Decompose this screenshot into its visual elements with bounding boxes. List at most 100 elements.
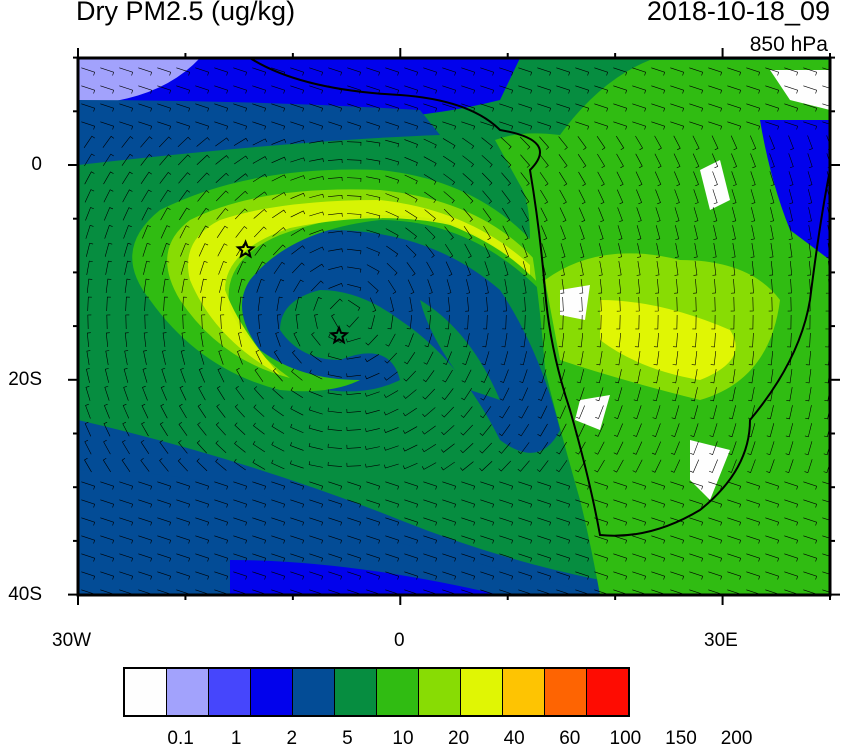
wind-barb [594, 481, 609, 490]
colorbar-swatch [461, 669, 503, 715]
wind-barb [636, 225, 642, 240]
wind-barb [157, 481, 172, 490]
wind-barb [462, 173, 474, 186]
wind-barb [670, 103, 685, 112]
wind-barb [499, 517, 514, 526]
wind-barb [427, 297, 432, 312]
wind-barb [422, 388, 436, 400]
wind-barb [690, 387, 698, 402]
wind-barb [237, 278, 246, 293]
wind-barb [651, 121, 666, 130]
wind-barb [404, 67, 419, 76]
wind-barb [785, 423, 794, 438]
wind-barb [731, 243, 736, 258]
wind-barb [483, 225, 491, 241]
wind-barb [220, 314, 225, 330]
wind-barb [122, 403, 130, 419]
colorbar [123, 667, 630, 717]
wind-barb [672, 369, 679, 384]
wind-barb [822, 517, 830, 521]
wind-barb [711, 332, 716, 348]
wind-barb [632, 499, 647, 508]
wind-barb [789, 207, 793, 222]
wind-barb [180, 367, 186, 383]
wind-barb [634, 351, 641, 366]
wind-barb [746, 535, 761, 544]
wind-barb [537, 571, 552, 580]
wind-barb [327, 141, 343, 146]
wind-barb [556, 405, 567, 419]
wind-barb [727, 67, 742, 76]
wind-barb [422, 407, 436, 417]
wind-barb [309, 121, 324, 130]
wind-barb [560, 279, 565, 294]
wind-barb [465, 261, 471, 277]
wind-barb [556, 553, 571, 562]
wind-barb [787, 314, 792, 330]
wind-barb [160, 225, 171, 239]
wind-barb [575, 553, 590, 562]
wind-barb [103, 421, 111, 437]
wind-barb [729, 351, 736, 366]
wind-barb [219, 332, 224, 347]
wind-barb [575, 459, 587, 473]
wind-barb [255, 349, 263, 365]
wind-barb [614, 387, 623, 402]
wind-barb [484, 279, 489, 294]
wind-barb [708, 459, 718, 473]
star-marker-icon [235, 239, 256, 259]
wind-barb [691, 351, 698, 366]
wind-barb [404, 517, 419, 526]
wind-barb [197, 190, 210, 202]
wind-barb [575, 535, 590, 544]
wind-barb [482, 208, 492, 222]
wind-barb [484, 296, 488, 312]
wind-barb [710, 369, 717, 384]
wind-barb [347, 266, 362, 273]
wind-barb [594, 441, 605, 455]
wind-barb [201, 314, 206, 330]
wind-barb [749, 332, 754, 348]
wind-barb [406, 262, 416, 276]
wind-barb [85, 385, 91, 401]
wind-barb [461, 517, 476, 526]
wind-barb [461, 499, 476, 508]
wind-barb [327, 371, 342, 378]
wind-barb [613, 535, 628, 544]
wind-barb [499, 121, 514, 130]
wind-barb [520, 154, 531, 168]
wind-barb [104, 242, 113, 257]
wind-barb [383, 445, 399, 451]
wind-barb [138, 499, 153, 508]
wind-barb [214, 571, 229, 580]
colorbar-label: 10 [392, 728, 414, 749]
wind-barb [84, 457, 92, 473]
wind-barb [479, 442, 493, 454]
colorbar-label: 40 [503, 728, 525, 749]
wind-barb [81, 103, 96, 112]
wind-barb [768, 296, 773, 312]
wind-barb [651, 481, 666, 490]
wind-barb [480, 553, 495, 562]
wind-barb [442, 67, 457, 76]
wind-barb [484, 261, 490, 277]
wind-barb [673, 153, 681, 169]
wind-barb [290, 442, 304, 451]
wind-barb [162, 350, 166, 365]
wind-barb [501, 172, 511, 186]
wind-barb [233, 481, 248, 490]
wind-barb [141, 207, 152, 221]
wind-barb [366, 264, 380, 275]
wind-barb [310, 280, 324, 292]
station-markers [235, 239, 350, 345]
wind-barb [461, 571, 476, 580]
wind-barb [693, 261, 698, 276]
wind-barb [500, 154, 512, 168]
wind-barb [576, 387, 585, 402]
wind-barb [252, 138, 268, 146]
wind-barb [635, 171, 643, 187]
wind-barb [521, 225, 529, 241]
wind-barb [674, 225, 680, 240]
wind-barb [598, 207, 604, 223]
wind-barb [290, 67, 305, 76]
